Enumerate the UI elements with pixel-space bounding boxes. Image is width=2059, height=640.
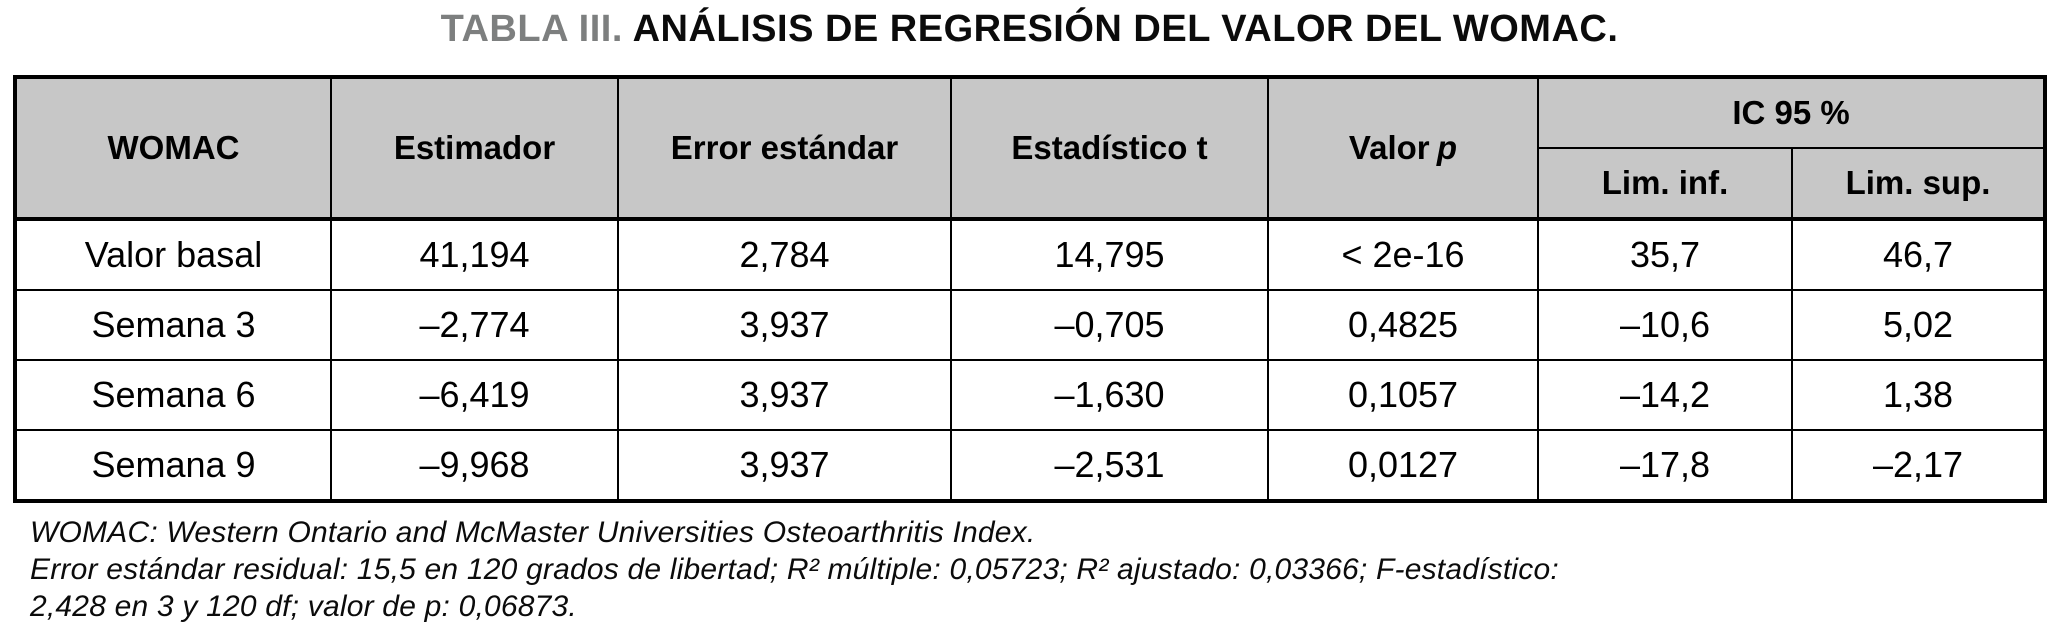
cell-valor-p: 0,0127 bbox=[1267, 429, 1539, 502]
cell-lim-sup: 46,7 bbox=[1790, 217, 2047, 291]
cell-lim-inf: 35,7 bbox=[1537, 217, 1793, 291]
col-header-lim-inf: Lim. inf. bbox=[1537, 147, 1793, 220]
table-row-semana-9: Semana 9 –9,968 3,937 –2,531 0,0127 –17,… bbox=[14, 429, 2047, 502]
cell-lim-inf: –14,2 bbox=[1537, 359, 1793, 431]
cell-valor-p: 0,1057 bbox=[1267, 359, 1539, 431]
cell-lim-sup: 1,38 bbox=[1790, 359, 2047, 431]
valor-p-symbol: p bbox=[1436, 129, 1458, 166]
cell-estadistico-t: –2,531 bbox=[950, 429, 1269, 502]
cell-estadistico-t: 14,795 bbox=[950, 217, 1269, 291]
table-title-text: ANÁLISIS DE REGRESIÓN DEL VALOR DEL WOMA… bbox=[632, 8, 1619, 50]
table-title: TABLA III. ANÁLISIS DE REGRESIÓN DEL VAL… bbox=[0, 0, 2059, 51]
cell-error-estandar: 3,937 bbox=[617, 289, 952, 361]
cell-error-estandar: 3,937 bbox=[617, 429, 952, 502]
header-row-sub: Lim. inf. Lim. sup. bbox=[15, 147, 2047, 220]
col-header-estimador: Estimador bbox=[330, 76, 619, 220]
regression-table: WOMAC Estimador Error estándar Estadísti… bbox=[13, 75, 2048, 503]
table-header: WOMAC Estimador Error estándar Estadísti… bbox=[14, 76, 2047, 220]
cell-lim-sup: 5,02 bbox=[1790, 289, 2047, 361]
footnote-line-2: Error estándar residual: 15,5 en 120 gra… bbox=[30, 553, 1559, 586]
cell-estimador: 41,194 bbox=[330, 217, 619, 291]
col-header-error-estandar: Error estándar bbox=[617, 76, 952, 220]
footnote-line-1: WOMAC: Western Ontario and McMaster Univ… bbox=[30, 516, 1036, 549]
col-header-valor-p: Valor p bbox=[1267, 76, 1539, 220]
cell-row-label: Valor basal bbox=[14, 217, 332, 291]
cell-estimador: –9,968 bbox=[330, 429, 619, 502]
cell-valor-p: 0,4825 bbox=[1267, 289, 1539, 361]
col-header-lim-sup: Lim. sup. bbox=[1790, 147, 2047, 220]
table-row-valor-basal: Valor basal 41,194 2,784 14,795 < 2e-16 … bbox=[14, 217, 2047, 291]
col-header-ic95: IC 95 % bbox=[1536, 76, 2047, 149]
cell-lim-sup: –2,17 bbox=[1790, 429, 2047, 502]
cell-estimador: –2,774 bbox=[330, 289, 619, 361]
cell-row-label: Semana 9 bbox=[14, 429, 332, 502]
table-body: Valor basal 41,194 2,784 14,795 < 2e-16 … bbox=[14, 217, 2047, 502]
header-row-top: WOMAC Estimador Error estándar Estadísti… bbox=[14, 76, 2047, 220]
cell-error-estandar: 3,937 bbox=[617, 359, 952, 431]
cell-lim-inf: –17,8 bbox=[1537, 429, 1793, 502]
cell-estadistico-t: –1,630 bbox=[950, 359, 1269, 431]
cell-valor-p: < 2e-16 bbox=[1267, 217, 1539, 291]
footnote-line-3: 2,428 en 3 y 120 df; valor de p: 0,06873… bbox=[30, 590, 577, 623]
cell-row-label: Semana 6 bbox=[14, 359, 332, 431]
cell-estadistico-t: –0,705 bbox=[950, 289, 1269, 361]
table-row-semana-3: Semana 3 –2,774 3,937 –0,705 0,4825 –10,… bbox=[14, 289, 2047, 361]
cell-estimador: –6,419 bbox=[330, 359, 619, 431]
col-header-womac: WOMAC bbox=[14, 76, 332, 220]
valor-p-prefix: Valor bbox=[1348, 129, 1430, 166]
cell-row-label: Semana 3 bbox=[14, 289, 332, 361]
cell-lim-inf: –10,6 bbox=[1537, 289, 1793, 361]
cell-error-estandar: 2,784 bbox=[617, 217, 952, 291]
table-row-semana-6: Semana 6 –6,419 3,937 –1,630 0,1057 –14,… bbox=[14, 359, 2047, 431]
table-footnotes: WOMAC: Western Ontario and McMaster Univ… bbox=[30, 514, 1559, 625]
table-number-label: TABLA III. bbox=[440, 8, 623, 50]
col-header-estadistico-t: Estadístico t bbox=[950, 76, 1269, 220]
